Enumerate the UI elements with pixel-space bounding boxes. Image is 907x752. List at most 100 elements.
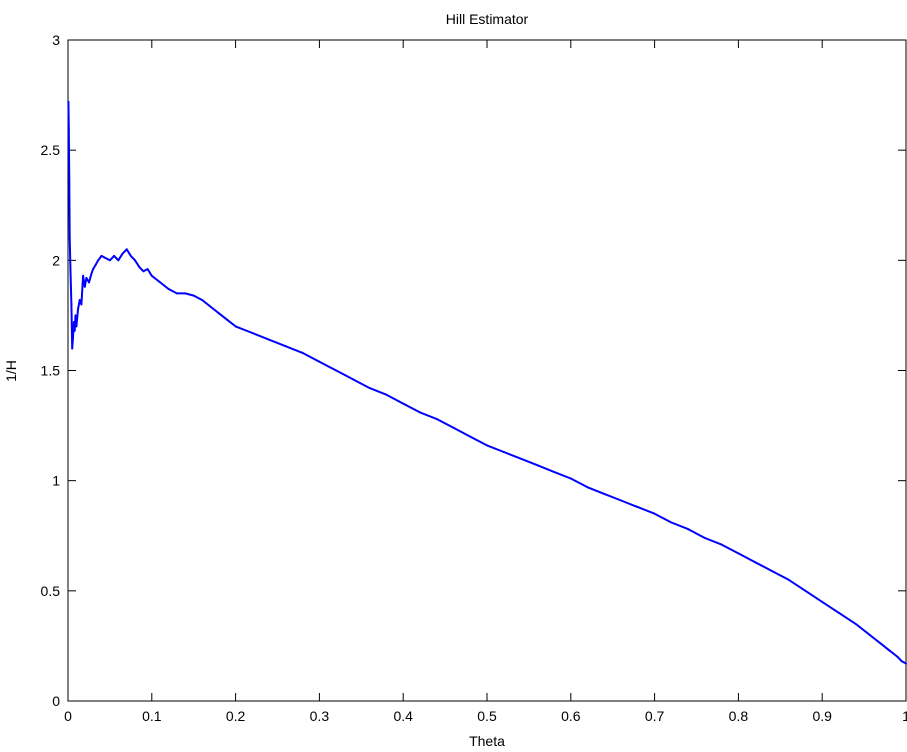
x-tick-label: 0.3 — [310, 708, 330, 724]
data-point — [125, 248, 128, 251]
y-tick-label: 1 — [52, 473, 60, 489]
data-point — [159, 281, 162, 284]
data-point — [536, 464, 539, 467]
data-point — [97, 259, 100, 262]
data-point — [620, 499, 623, 502]
x-tick-label: 0.6 — [561, 708, 581, 724]
data-point — [71, 347, 74, 350]
data-point — [134, 259, 136, 262]
y-tick-label: 1.5 — [41, 363, 61, 379]
data-point — [888, 649, 891, 652]
data-point — [502, 451, 505, 453]
data-point — [175, 292, 178, 295]
y-axis-ticks: 0 0.5 1 1.5 2 2.5 3 — [41, 32, 906, 709]
data-point — [217, 312, 220, 315]
data-point — [435, 418, 438, 420]
data-point — [72, 321, 75, 323]
x-tick-label: 0.7 — [645, 708, 665, 724]
data-point — [104, 257, 107, 260]
data-point — [68, 237, 71, 240]
data-point — [804, 589, 807, 592]
data-point — [67, 100, 70, 103]
x-tick-label: 1 — [902, 708, 907, 724]
data-point — [129, 254, 132, 257]
data-point — [284, 345, 287, 348]
data-point — [68, 182, 71, 185]
x-tick-label: 0.5 — [477, 708, 497, 724]
data-point — [636, 506, 639, 509]
y-tick-label: 0 — [52, 693, 60, 709]
y-tick-label: 2 — [52, 252, 60, 268]
data-point — [318, 360, 321, 363]
x-axis-ticks: 0 0.1 0.2 0.3 0.4 0.5 0.6 0.7 0.8 0.9 1 — [64, 40, 907, 724]
x-tick-label: 0.1 — [142, 708, 162, 724]
data-point — [553, 470, 555, 473]
data-point — [879, 642, 882, 645]
data-point — [452, 426, 455, 429]
data-point — [703, 537, 706, 539]
data-point — [74, 314, 77, 317]
data-point — [70, 303, 73, 306]
data-point — [150, 274, 153, 277]
data-point — [80, 303, 83, 306]
data-point — [192, 294, 195, 297]
data-point — [92, 268, 95, 271]
data-point — [167, 288, 170, 290]
data-point — [117, 259, 120, 262]
data-point — [138, 265, 141, 268]
data-point — [770, 570, 773, 572]
data-point — [184, 292, 187, 295]
data-point — [73, 329, 76, 332]
data-point — [226, 318, 229, 321]
data-point — [72, 336, 74, 339]
data-point — [385, 393, 388, 396]
data-point — [896, 655, 899, 658]
data-point — [720, 543, 723, 546]
data-point — [486, 444, 488, 447]
x-tick-label: 0.8 — [729, 708, 749, 724]
data-point — [821, 600, 824, 603]
chart-title: Hill Estimator — [446, 11, 529, 27]
data-point — [368, 387, 371, 390]
data-point — [603, 492, 606, 495]
data-point — [75, 325, 78, 328]
data-point — [854, 622, 857, 625]
data-point — [351, 378, 354, 381]
x-tick-label: 0.4 — [393, 708, 413, 724]
data-point — [142, 270, 145, 273]
x-axis-label: Theta — [469, 733, 505, 749]
x-tick-label: 0.9 — [812, 708, 832, 724]
data-point — [108, 259, 111, 262]
y-axis-label: 1/H — [3, 360, 19, 382]
data-point — [121, 252, 124, 255]
data-point — [209, 305, 212, 308]
data-point — [419, 411, 421, 414]
data-point — [653, 512, 656, 515]
data-point — [569, 477, 572, 480]
data-point — [82, 274, 85, 277]
y-tick-label: 2.5 — [41, 142, 61, 158]
data-point — [301, 351, 304, 354]
data-point — [469, 435, 472, 438]
data-point — [78, 299, 81, 301]
data-point — [94, 263, 97, 266]
data-point — [100, 254, 103, 257]
y-tick-label: 0.5 — [41, 583, 61, 599]
data-point — [67, 127, 70, 130]
data-point — [85, 277, 88, 279]
data-point — [871, 636, 874, 639]
data-point — [113, 254, 116, 257]
data-point — [83, 285, 86, 288]
data-point — [251, 332, 254, 334]
data-point — [838, 611, 840, 614]
data-point — [687, 528, 690, 531]
data-point — [69, 270, 72, 273]
y-tick-label: 3 — [52, 32, 60, 48]
data-point — [787, 578, 790, 581]
data-point — [737, 552, 740, 555]
data-point — [402, 402, 405, 405]
data-point — [77, 307, 80, 310]
data-point — [519, 457, 522, 460]
